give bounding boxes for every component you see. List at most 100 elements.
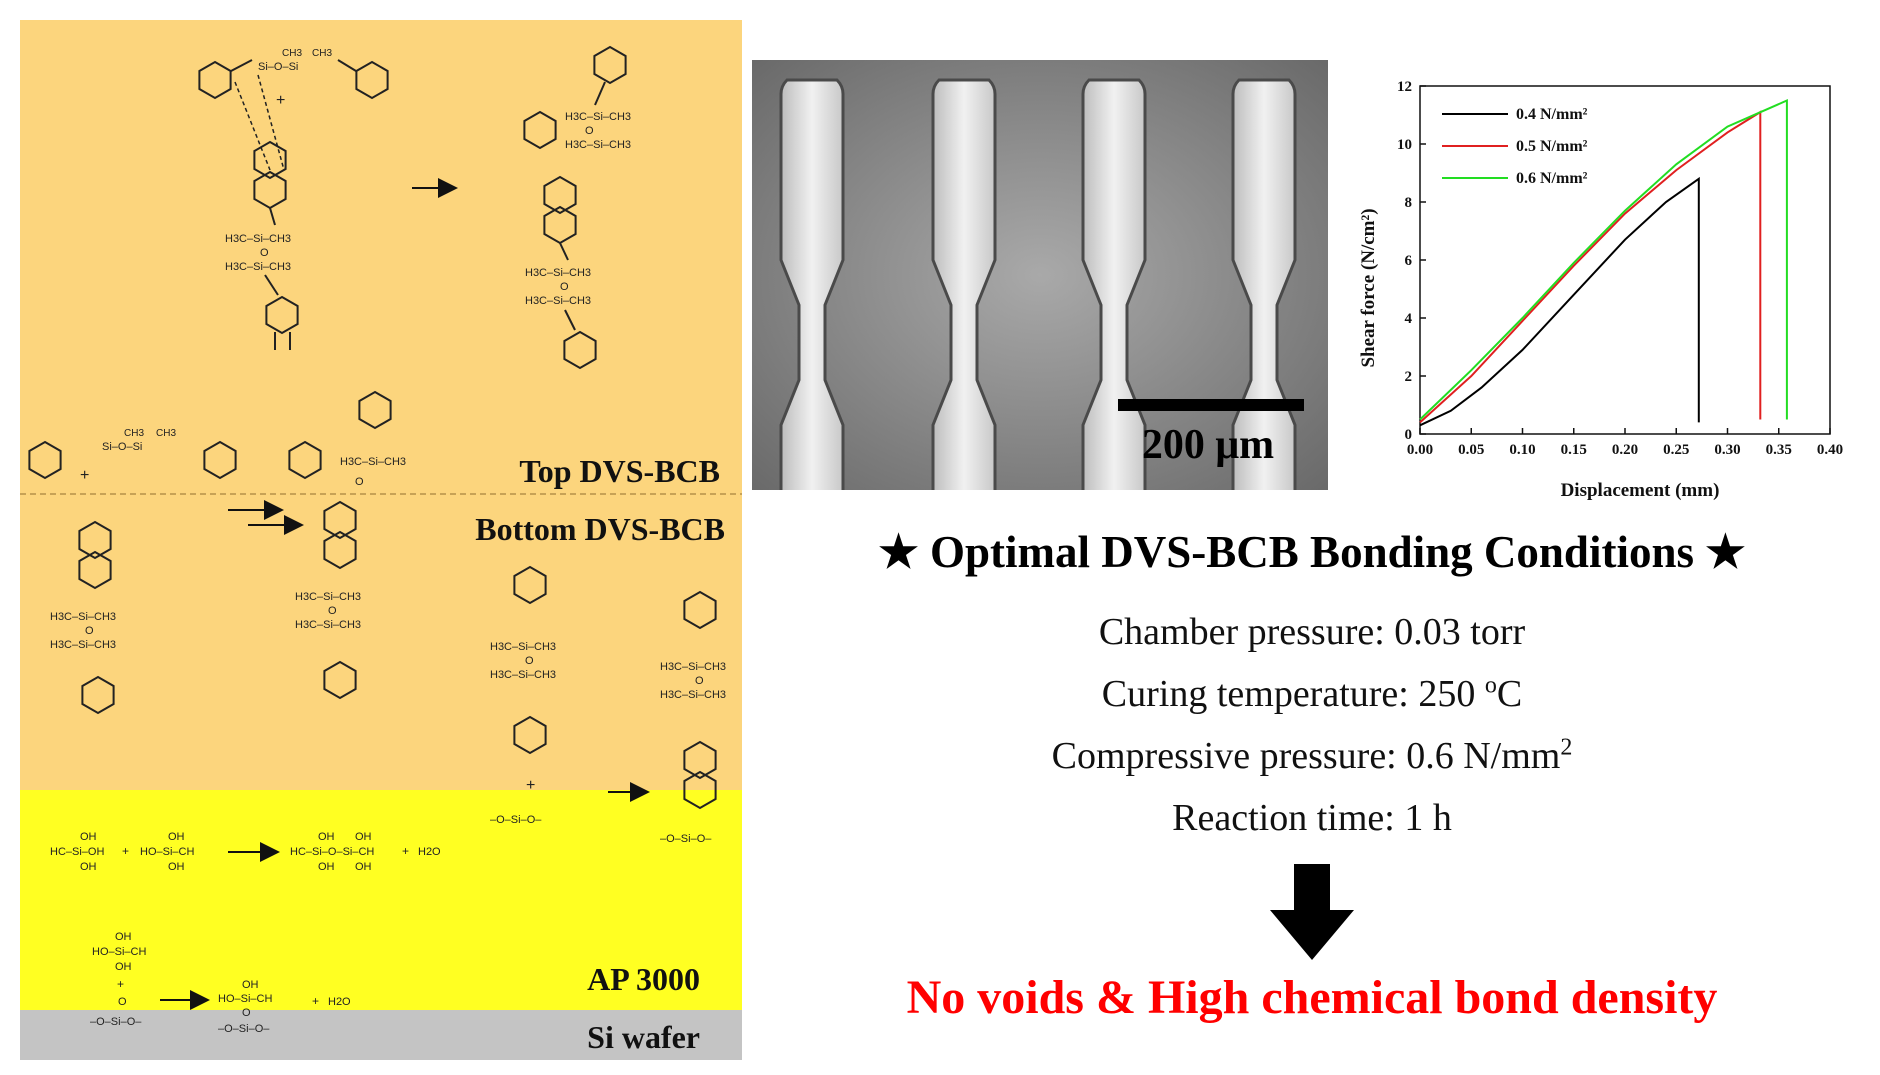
svg-text:H3C–Si–CH3: H3C–Si–CH3	[225, 233, 291, 245]
svg-text:+: +	[312, 994, 319, 1008]
svg-text:O: O	[242, 1007, 251, 1019]
svg-text:O: O	[695, 675, 704, 687]
svg-text:H3C–Si–CH3: H3C–Si–CH3	[340, 456, 406, 468]
top-reactant-molecule: Si–O–Si CH3 CH3 + H3C–Si–CH3 O H3C–Si–CH…	[198, 48, 389, 350]
svg-text:O: O	[525, 655, 534, 667]
svg-text:OH: OH	[115, 961, 132, 973]
scale-bar-label: 200 μm	[1142, 422, 1274, 468]
dvs-bcb-layer	[20, 20, 742, 790]
svg-text:OH: OH	[80, 831, 97, 843]
svg-text:H2O: H2O	[328, 996, 351, 1008]
layer-stack-diagram: Si–O–Si CH3 CH3 + H3C–Si–CH3 O H3C–Si–CH…	[20, 20, 742, 1060]
microchannel	[1081, 78, 1147, 490]
result-statement: No voids & High chemical bond density	[906, 971, 1718, 1024]
bottom-layer-label: Bottom DVS-BCB	[475, 511, 725, 547]
svg-text:HC–Si–O–Si–CH: HC–Si–O–Si–CH	[290, 846, 374, 858]
celsius-unit: C	[1496, 673, 1523, 715]
svg-text:H3C–Si–CH3: H3C–Si–CH3	[660, 661, 726, 673]
svg-text:OH: OH	[355, 861, 372, 873]
svg-text:HC–Si–OH: HC–Si–OH	[50, 846, 104, 858]
svg-text:OH: OH	[80, 861, 97, 873]
x-tick-label: 0.40	[1817, 442, 1843, 458]
microchannels	[779, 78, 1297, 490]
y-tick-label: 8	[1405, 195, 1413, 211]
interface-reactant-molecule: Si–O–Si CH3 CH3 + H3C–Si–CH3 O H3C–Si–CH…	[28, 428, 237, 714]
legend-label-1: 0.4 N/mm²	[1516, 106, 1588, 123]
curing-temperature-text: Curing temperature: 250	[1101, 673, 1485, 715]
svg-text:HO–Si–CH: HO–Si–CH	[92, 946, 146, 958]
svg-text:–O–Si–O–: –O–Si–O–	[90, 1016, 142, 1028]
svg-text:O: O	[85, 625, 94, 637]
degree-superscript: o	[1484, 672, 1497, 699]
svg-text:H2O: H2O	[418, 846, 441, 858]
series-line-3	[1419, 98, 1788, 421]
x-tick-label: 0.25	[1663, 442, 1689, 458]
svg-text:–O–Si–O–: –O–Si–O–	[660, 833, 712, 845]
svg-text:H3C–Si–CH3: H3C–Si–CH3	[565, 111, 631, 123]
svg-text:O: O	[260, 247, 269, 259]
svg-text:Si–O–Si: Si–O–Si	[102, 441, 142, 453]
y-tick-label: 10	[1397, 137, 1412, 153]
down-arrow-icon	[1270, 864, 1354, 960]
microchannel	[1231, 78, 1297, 490]
svg-text:H3C–Si–CH3: H3C–Si–CH3	[295, 619, 361, 631]
svg-text:+: +	[276, 92, 285, 109]
svg-text:H3C–Si–CH3: H3C–Si–CH3	[50, 611, 116, 623]
ap3000-surface-reaction: OH HO–Si–CH OH + O –O–Si–O– OH HO–Si–CH …	[90, 931, 351, 1035]
svg-text:O: O	[585, 125, 594, 137]
svg-text:HO–Si–CH: HO–Si–CH	[140, 846, 194, 858]
svg-text:O: O	[355, 476, 364, 488]
svg-text:H3C–Si–CH3: H3C–Si–CH3	[225, 261, 291, 273]
y-tick-label: 2	[1405, 369, 1413, 385]
microchannel-micrograph: 200 μm	[752, 60, 1328, 490]
chart-y-axis-label: Shear force (N/cm²)	[1358, 208, 1379, 367]
svg-text:OH: OH	[115, 931, 132, 943]
ap3000-condensation-reaction: OH HC–Si–OH OH + OH HO–Si–CH OH OH OH HC…	[50, 831, 441, 873]
x-tick-label: 0.30	[1714, 442, 1740, 458]
svg-text:H3C–Si–CH3: H3C–Si–CH3	[50, 639, 116, 651]
svg-text:H3C–Si–CH3: H3C–Si–CH3	[490, 641, 556, 653]
svg-text:H3C–Si–CH3: H3C–Si–CH3	[490, 669, 556, 681]
x-tick-label: 0.35	[1766, 442, 1792, 458]
svg-text:H3C–Si–CH3: H3C–Si–CH3	[660, 689, 726, 701]
compressive-pressure-text: Compressive pressure: 0.6 N/mm	[1051, 735, 1561, 777]
svg-text:OH: OH	[168, 861, 185, 873]
svg-text:+: +	[526, 777, 535, 794]
legend-label-3: 0.6 N/mm²	[1516, 170, 1588, 187]
si-wafer-layer	[20, 1010, 742, 1060]
x-tick-label: 0.00	[1407, 442, 1433, 458]
ap3000-layer-label: AP 3000	[587, 961, 700, 997]
svg-text:O: O	[118, 996, 127, 1008]
top-layer-label: Top DVS-BCB	[519, 453, 720, 489]
svg-text:CH3: CH3	[156, 428, 176, 439]
curing-temperature-condition: Curing temperature: 250 oC	[752, 672, 1872, 716]
shear-force-chart: 0.00 0.05 0.10 0.15 0.20 0.25 0.30 0.35 0.40 0 2 4 6…	[1358, 79, 1843, 501]
svg-text:O: O	[560, 281, 569, 293]
svg-text:OH: OH	[355, 831, 372, 843]
svg-text:OH: OH	[168, 831, 185, 843]
compressive-pressure-condition: Compressive pressure: 0.6 N/mm2	[752, 734, 1872, 778]
y-tick-label: 12	[1397, 79, 1412, 95]
series-line-2	[1419, 110, 1762, 424]
reaction-time-condition: Reaction time: 1 h	[1172, 797, 1452, 839]
svg-text:H3C–Si–CH3: H3C–Si–CH3	[525, 295, 591, 307]
svg-text:–O–Si–O–: –O–Si–O–	[218, 1023, 270, 1035]
svg-text:+: +	[80, 467, 89, 484]
svg-text:CH3: CH3	[124, 428, 144, 439]
legend-label-2: 0.5 N/mm²	[1516, 138, 1588, 155]
chart-x-axis-label: Displacement (mm)	[1561, 480, 1720, 501]
svg-text:OH: OH	[318, 861, 335, 873]
interface-product-molecule: H3C–Si–CH3 O H3C–Si–CH3 O H3C–Si–CH3	[288, 391, 406, 699]
chart-plot-frame	[1419, 85, 1831, 435]
svg-text:H3C–Si–CH3: H3C–Si–CH3	[565, 139, 631, 151]
y-tick-label: 0	[1405, 427, 1413, 443]
x-tick-label: 0.10	[1509, 442, 1535, 458]
svg-text:H3C–Si–CH3: H3C–Si–CH3	[525, 267, 591, 279]
svg-text:O: O	[328, 605, 337, 617]
microchannel	[931, 78, 997, 490]
surface-product-molecule: H3C–Si–CH3 O H3C–Si–CH3 –O–Si–O–	[660, 591, 726, 845]
svg-text:+: +	[122, 844, 129, 858]
svg-text:HO–Si–CH: HO–Si–CH	[218, 993, 272, 1005]
y-tick-label: 4	[1405, 311, 1413, 327]
svg-text:CH3: CH3	[282, 48, 302, 59]
